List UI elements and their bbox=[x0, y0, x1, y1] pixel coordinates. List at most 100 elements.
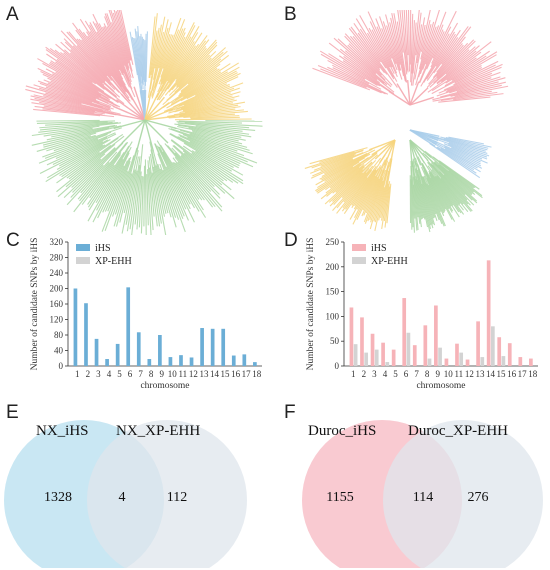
chart-d-bar-ihs bbox=[349, 307, 354, 366]
chart-c-xtick-label: 12 bbox=[189, 369, 198, 379]
chart-c-bar-ihs bbox=[242, 354, 247, 366]
chart-c-xtick-label: 16 bbox=[231, 369, 241, 379]
venn-e-overlap: 4 bbox=[119, 490, 126, 505]
chart-c-bar-ihs bbox=[126, 287, 131, 366]
chart-d-xtick-label: 10 bbox=[444, 369, 454, 379]
chart-d-bar-xpehh bbox=[374, 349, 379, 366]
chart-d-xtick-label: 13 bbox=[475, 369, 485, 379]
venn-f-left-label: Duroc_iHS bbox=[308, 423, 376, 439]
chart-c-ytick-label: 240 bbox=[50, 268, 64, 278]
chart-c-x-axis-title: chromosome bbox=[140, 381, 189, 390]
chart-c-legend-swatch-ihs bbox=[76, 244, 90, 251]
chart-d-xtick-label: 15 bbox=[497, 369, 507, 379]
chart-d-xtick-label: 5 bbox=[393, 369, 398, 379]
tree-a-red-clade bbox=[25, 10, 146, 121]
chart-d-xtick-label: 2 bbox=[362, 369, 367, 379]
chart-c-xtick-label: 14 bbox=[210, 369, 220, 379]
chart-c-bar-ihs bbox=[200, 328, 204, 366]
chart-d-bar-xpehh bbox=[491, 326, 495, 366]
chart-d-xtick-label: 12 bbox=[465, 369, 474, 379]
panel-label-e: E bbox=[6, 402, 19, 423]
chart-d-ytick-label: 200 bbox=[326, 262, 340, 272]
chart-c-ytick-label: 0 bbox=[59, 361, 64, 371]
chart-d-bar-xpehh bbox=[353, 344, 358, 366]
chart-d-bar-ihs bbox=[370, 333, 375, 366]
tree-a-green-clade bbox=[31, 119, 263, 235]
chart-c-xtick-label: 1 bbox=[75, 369, 80, 379]
panel-label-c: C bbox=[6, 230, 20, 251]
chart-c-ytick-label: 280 bbox=[50, 253, 64, 263]
chart-d-legend-swatch-xpehh bbox=[352, 257, 366, 264]
chart-d-bar-ihs bbox=[360, 317, 364, 366]
chart-c-xtick-label: 8 bbox=[149, 369, 154, 379]
chart-d-xtick-label: 6 bbox=[404, 369, 409, 379]
chart-c-bar-ihs bbox=[73, 288, 78, 366]
chart-c-xtick-label: 17 bbox=[242, 369, 252, 379]
chart-c-bar-ihs bbox=[94, 338, 99, 366]
chart-d-bar-ihs bbox=[507, 343, 512, 366]
chart-c-xtick-label: 11 bbox=[178, 369, 187, 379]
chart-c-legend-label-xpehh: XP-EHH bbox=[95, 256, 132, 267]
chart-d-xtick-label: 11 bbox=[454, 369, 463, 379]
chart-c-bar-ihs bbox=[136, 332, 141, 366]
venn-e-right-label: NX_XP-EHH bbox=[116, 423, 200, 439]
chart-d-bar-xpehh bbox=[459, 352, 464, 366]
chart-d-bar-ihs bbox=[518, 357, 523, 366]
chart-d-bar-ihs bbox=[497, 337, 502, 366]
chart-d-bar-ihs bbox=[455, 343, 459, 366]
chart-d-bar-ihs bbox=[412, 345, 417, 366]
chart-d-ytick-label: 250 bbox=[326, 237, 340, 247]
chart-d-xtick-label: 17 bbox=[518, 369, 528, 379]
chart-d-bar-xpehh bbox=[385, 362, 390, 366]
chart-d-bar-ihs bbox=[391, 349, 396, 366]
chart-d-xtick-label: 1 bbox=[351, 369, 356, 379]
chart-d-x-axis-title: chromosome bbox=[416, 381, 465, 390]
chart-d-bar-ihs bbox=[476, 321, 480, 366]
chart-c-bar-ihs bbox=[147, 359, 152, 366]
chart-c-legend-swatch-xpehh bbox=[76, 257, 90, 264]
chart-c-legend-label-ihs: iHS bbox=[95, 243, 111, 254]
tree-b-red-clade bbox=[312, 10, 509, 106]
chart-c-bar-ihs bbox=[253, 362, 257, 366]
chart-c-xtick-label: 3 bbox=[96, 369, 101, 379]
chart-d-xtick-label: 3 bbox=[372, 369, 377, 379]
tree-b-green-clade bbox=[409, 139, 483, 233]
chart-c-xtick-label: 18 bbox=[252, 369, 262, 379]
chart-c-ytick-label: 40 bbox=[54, 346, 64, 356]
chart-d-ytick-label: 50 bbox=[330, 336, 340, 346]
chart-d-bar-ihs bbox=[529, 358, 533, 366]
tree-b-blue-clade bbox=[409, 129, 492, 179]
chart-c-xtick-label: 13 bbox=[199, 369, 209, 379]
chart-c-xtick-label: 6 bbox=[128, 369, 133, 379]
venn-e-left-label: NX_iHS bbox=[36, 423, 89, 439]
chart-c-bar-ihs bbox=[115, 343, 120, 366]
chart-c-xtick-label: 9 bbox=[159, 369, 164, 379]
chart-c-bar-ihs bbox=[189, 357, 194, 366]
chart-d-xtick-label: 7 bbox=[414, 369, 419, 379]
tree-a-yellow-clade bbox=[144, 13, 252, 121]
chart-d-bar-ihs bbox=[434, 305, 438, 366]
chart-c-xtick-label: 10 bbox=[168, 369, 178, 379]
chart-d-bar-ihs bbox=[486, 260, 491, 366]
chart-d-xtick-label: 4 bbox=[383, 369, 388, 379]
tree-a-radial bbox=[25, 10, 263, 235]
chart-d-xtick-label: 8 bbox=[425, 369, 430, 379]
chart-c-xtick-label: 5 bbox=[117, 369, 122, 379]
chart-d-xtick-label: 18 bbox=[528, 369, 538, 379]
chart-c-xtick-label: 2 bbox=[86, 369, 91, 379]
panel-label-a: A bbox=[6, 4, 19, 25]
chart-d-legend-swatch-ihs bbox=[352, 244, 366, 251]
venn-f-overlap: 114 bbox=[413, 490, 433, 505]
venn-e-right-circle bbox=[87, 420, 247, 568]
chart-d-ytick-label: 100 bbox=[326, 311, 340, 321]
venn-diagram-f: Duroc_iHS Duroc_XP-EHH 1155 114 276 bbox=[302, 420, 543, 568]
venn-f-right-label: Duroc_XP-EHH bbox=[408, 423, 508, 439]
chart-c-bar-ihs bbox=[221, 328, 226, 366]
chart-d-xtick-label: 9 bbox=[435, 369, 440, 379]
chart-c-bar-ihs bbox=[105, 359, 109, 366]
chart-c-bar-ihs bbox=[210, 328, 215, 366]
chart-d-bar-ihs bbox=[423, 325, 428, 366]
chart-d-bar-xpehh bbox=[480, 357, 485, 366]
panel-label-f: F bbox=[284, 402, 296, 423]
chart-c-bar-ihs bbox=[84, 303, 88, 366]
